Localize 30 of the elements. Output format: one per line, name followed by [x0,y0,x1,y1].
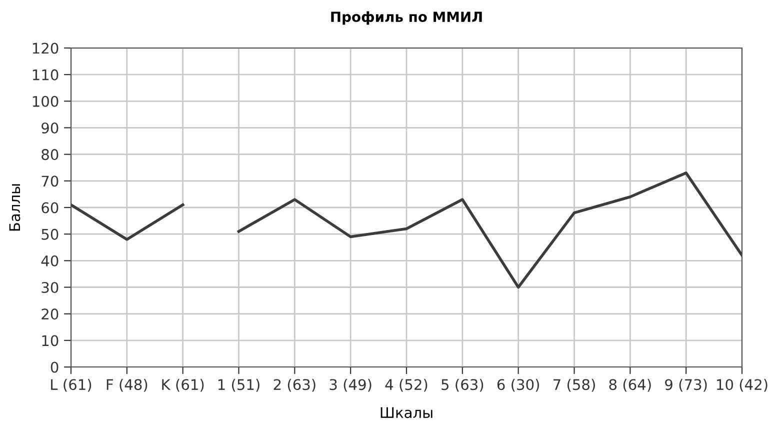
y-tick-label: 110 [32,69,58,80]
y-tick-label: 30 [42,282,58,293]
x-tick-label: 2 (63) [274,378,316,392]
x-tick-label: 8 (64) [609,378,651,392]
x-tick-label: 4 (52) [385,378,428,392]
y-tick-label: 0 [50,362,58,373]
line-series [237,172,742,289]
y-tick-label: 70 [42,176,58,187]
y-tick-label: 80 [42,149,58,160]
x-tick-label: 7 (58) [554,378,595,392]
x-tick-label: K (61) [162,378,204,392]
y-tick-label: 20 [42,308,58,320]
y-axis-title: Баллы [9,184,20,231]
x-tick-label: 5 (63) [442,378,484,392]
y-tick-label: 40 [41,255,58,266]
chart-title: Профиль по ММИЛ [331,11,482,25]
y-tick-label: 60 [42,202,58,214]
y-tick-label: 100 [32,96,58,107]
x-tick-label: 1 (51) [218,378,260,392]
x-tick-label: L (61) [51,378,92,392]
x-tick-label: F (48) [106,378,148,392]
y-tick-label: 120 [32,42,58,54]
x-tick-label: 10 (42) [717,378,768,392]
y-tick-label: 50 [42,228,58,240]
x-axis-title: Шкалы [380,407,432,418]
x-tick-label: 3 (49) [330,378,372,392]
x-tick-label: 6 (30) [497,378,540,392]
x-tick-label: 9 (73) [665,378,707,392]
y-tick-label: 90 [42,122,58,134]
y-tick-label: 10 [42,335,58,346]
